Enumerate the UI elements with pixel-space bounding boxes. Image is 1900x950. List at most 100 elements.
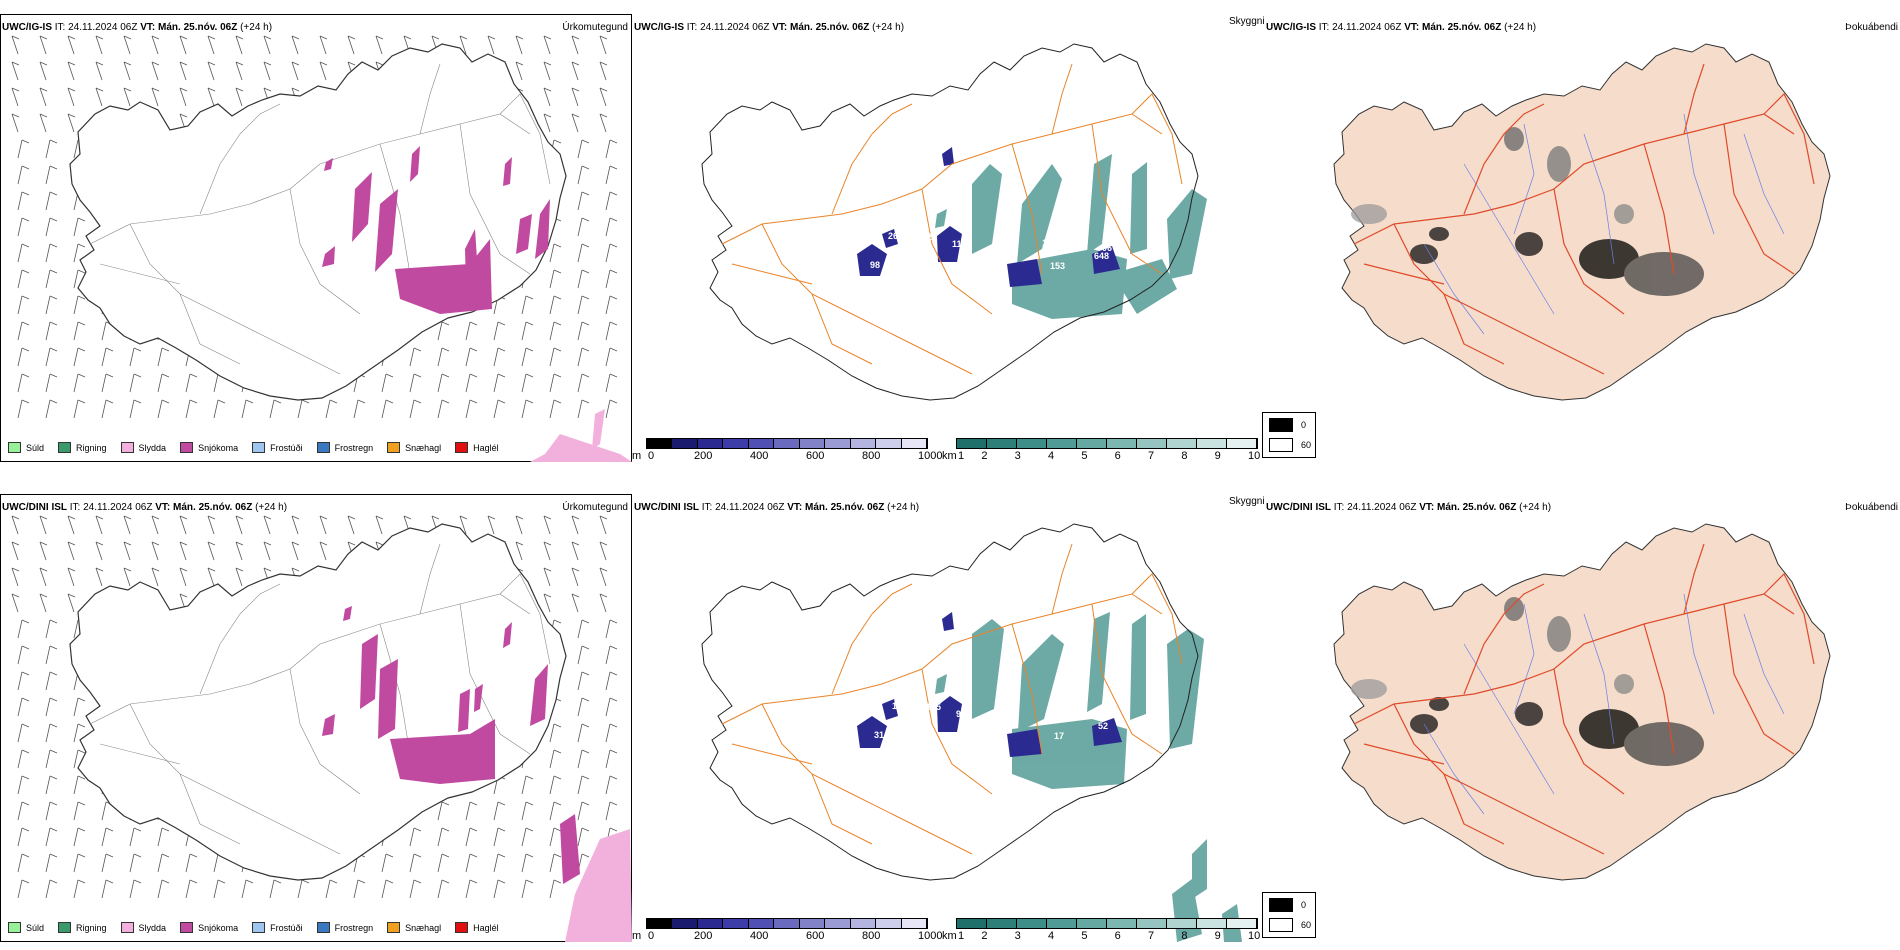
wind-barb-flag — [21, 827, 30, 832]
colorbar-unit: m — [632, 930, 642, 942]
cloud-base-label: 97 — [956, 709, 966, 719]
wind-barb — [235, 567, 243, 587]
wind-barb-flag — [49, 775, 58, 780]
colorbar-tick: 0 — [648, 450, 655, 462]
wind-barb-flag — [21, 321, 30, 326]
wind-barb — [95, 567, 103, 587]
wind-barb-flag — [543, 61, 552, 66]
wind-barb-flag — [179, 87, 188, 92]
wind-barb-flag — [95, 541, 104, 546]
wind-barb-flag — [161, 827, 170, 832]
colorbar-segment — [901, 439, 927, 448]
wind-barb — [291, 61, 299, 81]
wind-barb — [17, 879, 23, 899]
colorbar-segment — [1017, 439, 1047, 448]
wind-barb — [17, 619, 23, 639]
wind-barb-flag — [207, 541, 216, 546]
wind-barb — [319, 541, 327, 561]
cloud-base-label: 94 — [966, 263, 976, 273]
wind-barb — [17, 775, 23, 795]
wind-barb-flag — [609, 217, 618, 222]
wind-barb — [521, 775, 527, 795]
cloud-base-label: 96 — [890, 272, 900, 282]
wind-barb-flag — [487, 515, 496, 520]
legend-swatch — [58, 922, 72, 933]
colorbar-tick: 1000 — [918, 450, 943, 462]
wind-barb — [101, 801, 107, 821]
wind-barb-flag — [497, 801, 506, 806]
colorbar-segment — [799, 919, 826, 928]
wind-barb-flag — [39, 87, 48, 92]
wind-barb-flag — [581, 139, 590, 144]
wind-barb — [17, 749, 23, 769]
wind-barb-flag — [21, 217, 30, 222]
wind-barb-flag — [609, 827, 618, 832]
cloud-base-label: 96 — [1102, 243, 1112, 253]
wind-barb — [493, 879, 499, 899]
wind-barb-flag — [319, 515, 328, 520]
wind-barb — [11, 61, 19, 81]
wind-barb-flag — [77, 879, 86, 884]
wind-barb-flag — [469, 801, 478, 806]
wind-barb-flag — [571, 567, 580, 572]
wind-barb — [73, 217, 79, 237]
colorbar-tick: 0 — [648, 930, 655, 942]
wind-barb — [577, 399, 583, 419]
colorbar-segment — [697, 919, 724, 928]
wind-barb-flag — [357, 879, 366, 884]
iceland-outline — [1333, 43, 1831, 401]
wind-barb — [11, 35, 19, 55]
wind-barb-flag — [123, 87, 132, 92]
wind-barb-flag — [39, 35, 48, 40]
road-network — [1353, 543, 1815, 855]
wind-barb — [577, 373, 583, 393]
wind-barb-flag — [581, 697, 590, 702]
wind-barb — [437, 827, 443, 847]
panel-header: UWC/IG-IS IT: 24.11.2024 06Z VT: Mán. 25… — [2, 22, 272, 33]
legend-item-hail: Haglél — [455, 442, 499, 453]
wind-barb — [73, 243, 79, 263]
wind-barb-flag — [179, 593, 188, 598]
wind-barb-flag — [21, 671, 30, 676]
wind-barb — [179, 35, 187, 55]
cloud-base-label: 179 — [812, 176, 827, 186]
wind-barb-flag — [235, 61, 244, 66]
wind-barb — [515, 515, 523, 535]
rivers — [1423, 113, 1785, 335]
colorbar-tick: 400 — [750, 450, 769, 462]
wind-barb-flag — [497, 879, 506, 884]
wind-barb-flag — [413, 347, 422, 352]
wind-barb — [185, 373, 191, 393]
wind-barb — [123, 35, 131, 55]
wind-barb-flag — [525, 853, 534, 858]
wind-barb-flag — [441, 347, 450, 352]
colorbar-segment — [957, 919, 987, 928]
wind-barb — [39, 61, 47, 81]
wind-barb-flag — [609, 165, 618, 170]
wind-barb-flag — [77, 295, 86, 300]
wind-barb-flag — [21, 243, 30, 248]
wind-barb-flag — [263, 35, 272, 40]
wind-barb-flag — [11, 567, 20, 572]
wind-barb — [45, 295, 51, 315]
wind-barb — [605, 217, 611, 237]
fog-map — [1333, 523, 1831, 881]
wind-barb-flag — [581, 801, 590, 806]
wind-barb-flag — [599, 35, 608, 40]
wind-barb-flag — [105, 347, 114, 352]
wind-barb — [521, 399, 527, 419]
wind-barb — [235, 35, 243, 55]
wind-barb-flag — [161, 373, 170, 378]
colorbar-segment — [1047, 919, 1077, 928]
wind-barb-flag — [553, 801, 562, 806]
wind-barb — [577, 775, 583, 795]
model-name: UWC/IG-IS — [634, 22, 684, 33]
colorbar-unit: m — [632, 450, 642, 462]
wind-barb-flag — [11, 593, 20, 598]
wind-barb-flag — [441, 399, 450, 404]
wind-barb — [73, 723, 79, 743]
wind-barb-flag — [385, 853, 394, 858]
wind-barb-flag — [581, 671, 590, 676]
wind-barb — [577, 347, 583, 367]
wind-barb — [45, 879, 51, 899]
